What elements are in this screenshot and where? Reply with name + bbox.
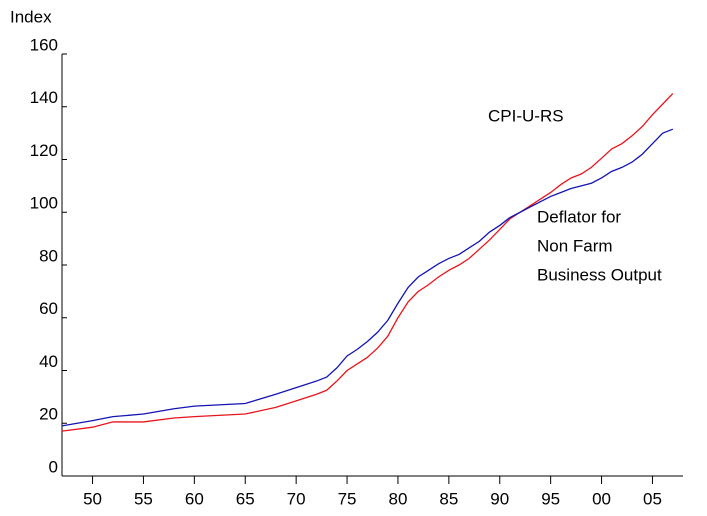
x-tick-label: 85 [439, 489, 458, 508]
series-line [61, 93, 674, 432]
y-tick-label: 20 [39, 405, 58, 424]
x-tick-label: 95 [541, 489, 560, 508]
x-tick-label: 55 [134, 489, 153, 508]
y-axis-label: Index [10, 7, 52, 26]
y-tick-label: 80 [39, 246, 58, 265]
y-tick-label: 60 [39, 299, 58, 318]
annotation: Business Output [537, 265, 662, 284]
y-tick-label: 0 [49, 457, 58, 476]
x-tick-label: 00 [592, 489, 611, 508]
x-tick-label: 50 [83, 489, 102, 508]
y-tick-label: 40 [39, 352, 58, 371]
y-tick-label: 100 [30, 194, 58, 213]
x-tick-label: 75 [338, 489, 357, 508]
x-tick-label: 05 [643, 489, 662, 508]
annotation: Deflator for [537, 207, 621, 226]
y-tick-label: 120 [30, 141, 58, 160]
series-line [61, 128, 674, 427]
x-tick-label: 80 [388, 489, 407, 508]
annotation: CPI-U-RS [488, 106, 564, 125]
x-tick-label: 60 [185, 489, 204, 508]
x-tick-label: 90 [490, 489, 509, 508]
y-tick-label: 140 [30, 88, 58, 107]
x-tick-label: 65 [236, 489, 255, 508]
annotation: Non Farm [537, 236, 613, 255]
y-tick-label: 160 [30, 35, 58, 54]
x-tick-label: 70 [287, 489, 306, 508]
